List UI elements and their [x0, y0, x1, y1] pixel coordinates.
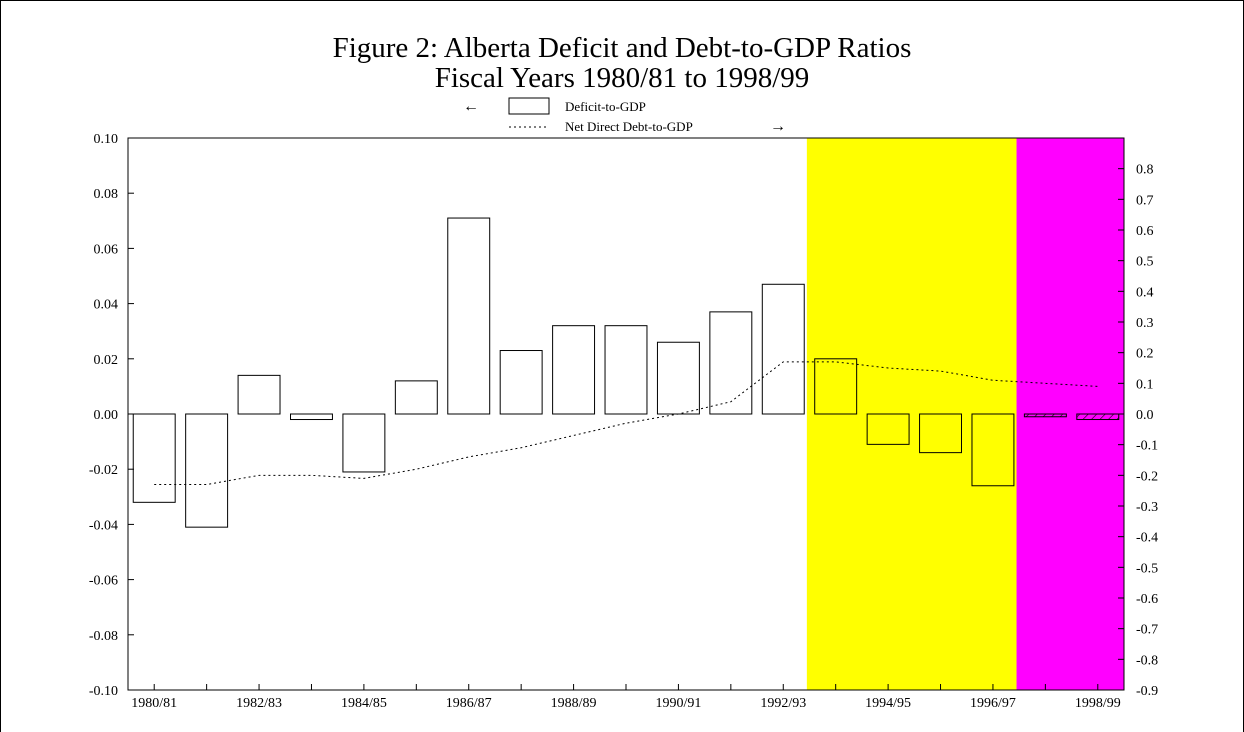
right-axis-tick-label: -0.4	[1136, 531, 1158, 546]
legend-label-debt: Net Direct Debt-to-GDP	[565, 119, 693, 134]
deficit-bar-1985-86	[394, 380, 438, 415]
deficit-bar-1995-96	[919, 413, 962, 454]
x-axis-tick-label: 1982/83	[236, 696, 282, 711]
deficit-bar-1991-92	[709, 311, 753, 415]
deficit-bar-1981-82	[185, 413, 229, 528]
deficit-bar-1987-88	[499, 350, 543, 415]
left-axis-tick-label: -0.10	[89, 684, 118, 699]
deficit-bar-1983-84	[290, 413, 333, 421]
right-axis-tick-label: -0.5	[1136, 561, 1158, 576]
right-axis-tick-label: -0.2	[1136, 469, 1158, 484]
deficit-bar-1996-97	[971, 413, 1015, 487]
left-axis-tick-label: -0.04	[89, 518, 118, 533]
left-axis-tick-label: 0.02	[94, 353, 119, 368]
chart-title: Figure 2: Alberta Deficit and Debt-to-GD…	[332, 32, 912, 64]
deficit-bar-1980-81	[132, 413, 176, 503]
legend-swatch-bar	[508, 97, 550, 115]
right-axis-tick-label: 0.8	[1136, 163, 1154, 178]
right-axis-tick-label: 0.0	[1136, 408, 1154, 423]
right-axis-tick-label: -0.9	[1136, 684, 1158, 699]
right-axis-tick-label: -0.6	[1136, 592, 1158, 607]
right-axis-tick-label: 0.2	[1136, 347, 1154, 362]
deficit-bar-1993-94	[814, 358, 858, 415]
legend-arrow-left: ←	[463, 98, 479, 115]
right-axis-tick-label: 0.7	[1136, 193, 1154, 208]
right-axis-tick-label: 0.1	[1136, 377, 1154, 392]
deficit-bar-1988-89	[552, 325, 596, 415]
right-axis-tick-label: -0.7	[1136, 623, 1158, 638]
deficit-bar-1990-91	[656, 341, 700, 415]
left-axis-tick-label: -0.06	[89, 574, 118, 589]
deficit-bar-1998-99	[1076, 413, 1120, 421]
deficit-bar-1989-90	[604, 325, 648, 415]
right-axis-tick-label: 0.5	[1136, 255, 1154, 270]
right-axis-tick-label: 0.3	[1136, 316, 1154, 331]
deficit-bar-1992-93	[761, 283, 805, 415]
legend-label-deficit: Deficit-to-GDP	[565, 99, 646, 114]
right-axis-tick-label: -0.1	[1136, 439, 1158, 454]
x-axis-tick-label: 1990/91	[655, 696, 701, 711]
deficit-bar-1986-87	[447, 217, 491, 415]
right-axis-tick-label: 0.4	[1136, 285, 1154, 300]
deficit-bar-1994-95	[866, 413, 910, 445]
x-axis-tick-label: 1994/95	[865, 696, 911, 711]
chart-subtitle: Fiscal Years 1980/81 to 1998/99	[434, 62, 810, 94]
deficit-bar-1984-85	[342, 413, 386, 473]
left-axis-tick-label: -0.08	[89, 629, 118, 644]
left-axis-tick-label: 0.08	[94, 187, 119, 202]
deficit-bar-1997-98	[1023, 413, 1067, 418]
x-axis-tick-label: 1984/85	[341, 696, 387, 711]
deficit-bar-1982-83	[237, 374, 281, 415]
x-axis-tick-label: 1988/89	[551, 696, 597, 711]
x-axis-tick-label: 1996/97	[970, 696, 1016, 711]
left-axis-tick-label: 0.06	[94, 242, 119, 257]
right-axis-tick-label: 0.6	[1136, 224, 1154, 239]
legend-arrow-right: →	[770, 118, 786, 135]
left-axis-tick-label: -0.02	[89, 463, 118, 478]
right-axis-tick-label: -0.8	[1136, 653, 1158, 668]
right-axis-tick-label: -0.3	[1136, 500, 1158, 515]
x-axis-tick-label: 1998/99	[1075, 696, 1121, 711]
left-axis-tick-label: 0.10	[94, 132, 119, 147]
x-axis-tick-label: 1980/81	[131, 696, 177, 711]
x-axis-tick-label: 1992/93	[760, 696, 806, 711]
left-axis-tick-label: 0.00	[94, 408, 119, 423]
left-axis-tick-label: 0.04	[94, 298, 119, 313]
x-axis-tick-label: 1986/87	[446, 696, 492, 711]
